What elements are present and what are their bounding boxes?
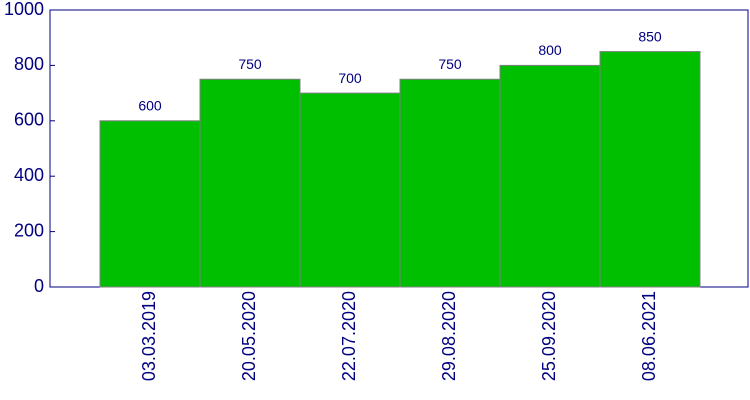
value-label: 800: [538, 42, 562, 58]
value-label: 700: [338, 70, 362, 86]
y-tick-label: 800: [14, 54, 44, 74]
bar: [599, 51, 701, 288]
bar: [299, 92, 401, 288]
x-tick-label: 29.08.2020: [439, 291, 459, 381]
y-tick-label: 400: [14, 165, 44, 185]
y-tick-label: 200: [14, 220, 44, 240]
value-label: 750: [238, 56, 262, 72]
x-tick-label: 22.07.2020: [339, 291, 359, 381]
bar: [399, 78, 501, 288]
bar: [199, 78, 301, 288]
bar: [99, 120, 201, 288]
y-tick-label: 600: [14, 110, 44, 130]
value-label: 850: [638, 28, 662, 44]
bar: [499, 64, 601, 288]
value-label: 600: [138, 98, 162, 114]
value-label: 750: [438, 56, 462, 72]
x-tick-label: 20.05.2020: [239, 291, 259, 381]
y-tick-label: 1000: [4, 0, 44, 19]
x-tick-label: 03.03.2019: [139, 291, 159, 381]
x-tick-label: 08.06.2021: [639, 291, 659, 381]
y-tick-label: 0: [34, 276, 44, 296]
x-tick-label: 25.09.2020: [539, 291, 559, 381]
